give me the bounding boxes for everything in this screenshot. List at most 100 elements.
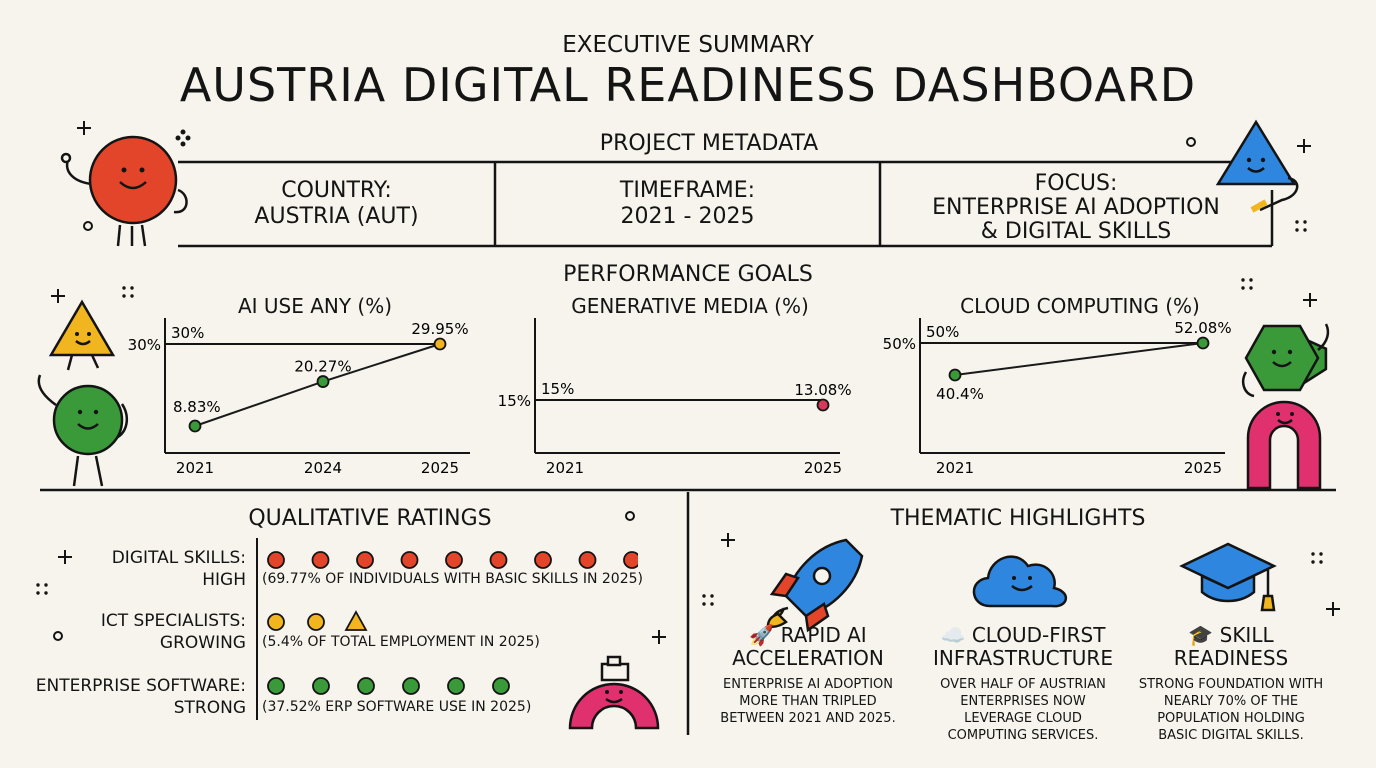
chart-generative-media: 15% 15% 2021 2025 13.08%	[498, 318, 852, 477]
cloud-icon	[972, 555, 1067, 608]
rating-circle-marker	[267, 551, 285, 569]
highlight-skills: 🎓 SKILL READINESS STRONG FOUNDATION WITH…	[1130, 624, 1332, 744]
data-point	[316, 375, 330, 388]
data-point	[433, 337, 447, 351]
rating-label-line1: DIGITAL SKILLS:	[111, 548, 246, 568]
x-tick-label: 2025	[1184, 459, 1222, 477]
highlights-title: THEMATIC HIGHLIGHTS	[890, 506, 1146, 531]
rating-digital-skills-note: (69.77% OF INDIVIDUALS WITH BASIC SKILLS…	[262, 571, 643, 587]
target-label: 15%	[541, 380, 574, 398]
rating-label-line1: ENTERPRISE SOFTWARE:	[35, 676, 246, 696]
highlight-body-line: ENTERPRISES NOW	[960, 694, 1086, 709]
data-label: 8.83%	[173, 398, 221, 416]
rating-circle-marker	[445, 551, 463, 569]
chart-3-title: CLOUD COMPUTING (%)	[960, 294, 1200, 318]
meta-country: COUNTRY: AUSTRIA (AUT)	[178, 178, 495, 230]
highlight-ai-body: ENTERPRISE AI ADOPTION MORE THAN TRIPLED…	[708, 676, 908, 727]
highlight-body-line: BETWEEN 2021 AND 2025.	[720, 711, 896, 726]
highlight-body-line: MORE THAN TRIPLED	[739, 694, 877, 709]
meta-focus-line1: ENTERPRISE AI ADOPTION	[932, 195, 1220, 220]
pink-arch-mascot-icon	[1246, 400, 1322, 490]
metadata-box-frame	[40, 160, 1336, 735]
highlight-skills-body: STRONG FOUNDATION WITH NEARLY 70% OF THE…	[1130, 676, 1332, 744]
red-circle-mascot-icon	[60, 135, 188, 247]
rating-circle-marker	[307, 613, 325, 631]
rating-circle-marker	[311, 551, 330, 569]
rating-circle-marker	[267, 677, 285, 695]
data-label: 29.95%	[411, 320, 468, 338]
chart-1-title: AI USE ANY (%)	[237, 294, 393, 318]
data-label: 13.08%	[794, 381, 851, 399]
highlight-body-line: COMPUTING SERVICES.	[947, 728, 1099, 743]
rating-circle-marker	[357, 677, 375, 695]
blue-triangle-mascot-icon	[1215, 119, 1299, 213]
highlight-cloud: ☁️ CLOUD-FIRST INFRASTRUCTURE OVER HALF …	[918, 624, 1128, 744]
chart-ai-use: 30% 30% 2021 2024 2025 8.83% 20.27% 29.95%	[128, 318, 470, 477]
highlight-ai-title-2: ACCELERATION	[732, 646, 884, 670]
ratings-title: QUALITATIVE RATINGS	[248, 506, 492, 531]
meta-country-value: AUSTRIA (AUT)	[254, 204, 419, 229]
rocket-icon	[766, 538, 864, 633]
highlight-cloud-body: OVER HALF OF AUSTRIAN ENTERPRISES NOW LE…	[918, 676, 1128, 744]
highlight-body-line: POPULATION HOLDING	[1157, 711, 1305, 726]
graduation-cap-icon	[1179, 542, 1277, 612]
rating-markers	[267, 551, 638, 695]
rating-circle-marker	[356, 551, 374, 569]
yellow-triangle-mascot-icon	[48, 299, 116, 371]
data-point	[188, 419, 202, 433]
chart-cloud-computing: 50% 50% 2021 2025 40.4% 52.08%	[883, 318, 1232, 477]
pink-bridge-mascot-icon	[568, 655, 660, 730]
meta-timeframe: TIMEFRAME: 2021 - 2025	[495, 178, 880, 230]
meta-timeframe-label: TIMEFRAME:	[619, 178, 756, 203]
target-label-left: 30%	[128, 336, 161, 354]
x-tick-label: 2021	[936, 459, 974, 477]
data-label: 52.08%	[1174, 319, 1231, 337]
rating-label-line2: HIGH	[202, 570, 246, 590]
highlight-body-line: NEARLY 70% OF THE	[1163, 694, 1299, 709]
x-tick-label: 2025	[421, 459, 459, 477]
target-label: 50%	[926, 323, 959, 341]
highlight-ai: 🚀 RAPID AI ACCELERATION ENTERPRISE AI AD…	[708, 624, 908, 727]
target-label-left: 15%	[498, 392, 531, 410]
rating-circle-marker	[312, 677, 330, 695]
rating-digital-skills-label: DIGITAL SKILLS: HIGH	[10, 547, 246, 591]
rating-circle-marker	[402, 677, 420, 695]
highlight-body-line: STRONG FOUNDATION WITH	[1138, 677, 1324, 692]
highlight-cloud-title-1: ☁️ CLOUD-FIRST	[940, 623, 1106, 647]
highlight-ai-title-1: 🚀 RAPID AI	[749, 623, 867, 647]
rating-circle-marker	[578, 551, 597, 569]
highlight-body-line: BASIC DIGITAL SKILLS.	[1158, 728, 1304, 743]
rating-software-label: ENTERPRISE SOFTWARE: STRONG	[10, 675, 246, 719]
meta-focus-label: FOCUS:	[1034, 171, 1118, 196]
ratings-divider	[256, 538, 258, 720]
rating-triangle-marker	[344, 610, 368, 631]
highlight-body-line: ENTERPRISE AI ADOPTION	[723, 677, 893, 692]
rating-circle-marker	[489, 551, 508, 569]
x-tick-label: 2021	[546, 459, 584, 477]
rating-ict-label: ICT SPECIALISTS: GROWING	[10, 610, 246, 654]
rating-software-note: (37.52% ERP SOFTWARE USE IN 2025)	[262, 699, 532, 715]
highlight-skills-title-1: 🎓 SKILL	[1188, 623, 1274, 647]
x-tick-label: 2021	[176, 459, 214, 477]
dot-clusters	[36, 220, 1323, 606]
data-point	[948, 368, 962, 382]
rating-circle-marker	[534, 551, 552, 569]
rating-circle-marker	[492, 677, 510, 695]
series-line	[194, 343, 441, 427]
green-hexagon-mascot-icon	[1242, 323, 1330, 398]
meta-timeframe-value: 2021 - 2025	[620, 204, 755, 229]
highlight-body-line: LEVERAGE CLOUD	[964, 711, 1082, 726]
data-label: 40.4%	[936, 385, 984, 403]
rating-label-line2: STRONG	[173, 698, 246, 718]
x-tick-label: 2025	[804, 459, 842, 477]
target-label-left: 50%	[883, 335, 916, 353]
series-line	[954, 342, 1204, 376]
sparkle-decorations	[51, 121, 1340, 644]
chart-2-title: GENERATIVE MEDIA (%)	[571, 294, 809, 318]
data-point	[816, 398, 830, 412]
rating-ict-note: (5.4% OF TOTAL EMPLOYMENT IN 2025)	[262, 634, 540, 650]
metadata-title: PROJECT METADATA	[599, 131, 819, 156]
green-circle-mascot-icon	[37, 374, 129, 487]
goals-title: PERFORMANCE GOALS	[563, 262, 813, 287]
